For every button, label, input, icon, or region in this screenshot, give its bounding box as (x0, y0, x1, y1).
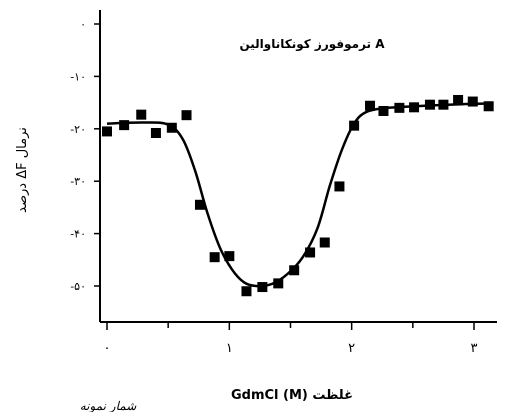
data-point (136, 109, 147, 120)
y-axis-label: درصد ΔF نرمال (15, 127, 30, 213)
data-point (319, 237, 330, 248)
data-point (257, 282, 268, 293)
data-point (365, 100, 376, 111)
footer-note: شمار نمونه (80, 399, 137, 412)
plot-area: ۰ -۱۰ -۲۰ -۳۰ -۴۰ -۵۰ ۰ ۱ ۲ ۳ (70, 10, 497, 356)
x-axis-label: غلظت GdmCl (M) (231, 388, 353, 403)
data-point (334, 181, 345, 192)
data-point (409, 102, 420, 113)
y-tick-label: -۴۰ (70, 228, 86, 241)
y-tick-label: -۳۰ (70, 175, 86, 188)
x-tick-label: ۱ (226, 341, 233, 356)
data-point (378, 105, 389, 116)
data-point (194, 199, 205, 210)
data-point (424, 99, 435, 110)
y-tick-label: -۵۰ (70, 280, 86, 293)
data-point (483, 101, 494, 112)
data-point (150, 127, 161, 138)
data-point (102, 126, 112, 137)
data-point (273, 278, 284, 289)
data-point (438, 99, 449, 110)
data-point (453, 94, 464, 105)
x-tick-label: ۲ (348, 341, 355, 356)
data-point (305, 247, 316, 258)
y-tick-label: -۲۰ (70, 123, 86, 136)
data-point (394, 102, 405, 113)
data-point (166, 122, 177, 133)
x-tick-label: ۰ (104, 341, 111, 356)
data-point (467, 96, 478, 107)
data-point (209, 252, 220, 263)
y-tick-label: ۰ (80, 18, 86, 31)
x-tick-label: ۳ (471, 341, 478, 356)
data-point (289, 265, 300, 276)
data-point (349, 120, 360, 131)
y-tick-label: -۱۰ (70, 70, 86, 83)
data-point (119, 120, 130, 131)
chart-title: ترموفورز کونکاناوالین A (239, 37, 385, 52)
data-point (224, 251, 235, 262)
fit-curve (106, 102, 489, 288)
data-point (181, 110, 192, 121)
data-point (241, 286, 252, 297)
